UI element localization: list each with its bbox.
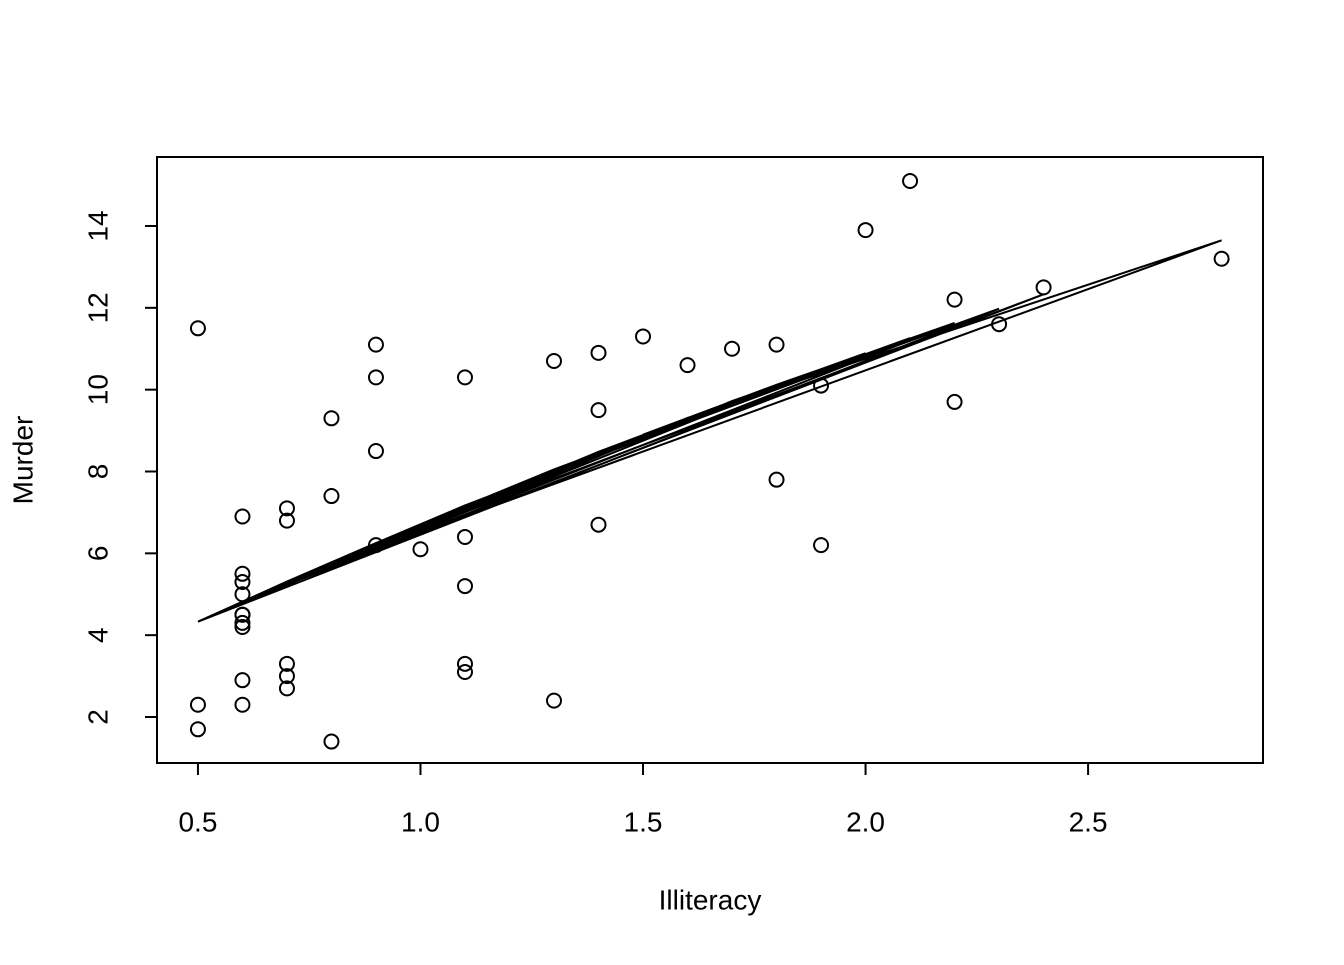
point bbox=[635, 328, 652, 345]
x-axis-label: Illiteracy bbox=[659, 884, 762, 915]
point bbox=[278, 500, 295, 517]
point bbox=[456, 663, 473, 680]
y-tick-label: 10 bbox=[82, 374, 113, 405]
point bbox=[234, 618, 251, 635]
point bbox=[768, 336, 785, 353]
point bbox=[323, 488, 340, 505]
y-tick-label: 14 bbox=[82, 210, 113, 241]
point bbox=[234, 672, 251, 689]
point bbox=[234, 508, 251, 525]
point bbox=[367, 369, 384, 386]
point bbox=[546, 353, 563, 370]
point bbox=[412, 541, 429, 558]
y-axis-label: Murder bbox=[7, 416, 38, 505]
point bbox=[323, 733, 340, 750]
point bbox=[278, 512, 295, 529]
x-tick-label: 2.5 bbox=[1069, 806, 1108, 837]
point bbox=[456, 578, 473, 595]
point bbox=[367, 537, 384, 554]
point bbox=[546, 692, 563, 709]
y-tick-label: 4 bbox=[82, 627, 113, 643]
point bbox=[679, 357, 696, 374]
x-tick-label: 0.5 bbox=[178, 806, 217, 837]
point bbox=[234, 696, 251, 713]
point bbox=[590, 402, 607, 419]
point bbox=[278, 655, 295, 672]
point bbox=[1035, 279, 1052, 296]
point bbox=[234, 573, 251, 590]
point bbox=[857, 222, 874, 239]
point bbox=[456, 655, 473, 672]
y-tick-label: 12 bbox=[82, 292, 113, 323]
point bbox=[234, 565, 251, 582]
point bbox=[189, 320, 206, 337]
point bbox=[456, 528, 473, 545]
point bbox=[367, 443, 384, 460]
point bbox=[456, 369, 473, 386]
point bbox=[189, 696, 206, 713]
point bbox=[234, 586, 251, 603]
point bbox=[590, 344, 607, 361]
point bbox=[189, 721, 206, 738]
point bbox=[278, 680, 295, 697]
y-tick-label: 2 bbox=[82, 709, 113, 725]
x-tick-label: 1.0 bbox=[401, 806, 440, 837]
point bbox=[278, 668, 295, 685]
y-tick-label: 6 bbox=[82, 546, 113, 562]
point bbox=[902, 172, 919, 189]
point bbox=[946, 291, 963, 308]
point bbox=[991, 316, 1008, 333]
point bbox=[367, 336, 384, 353]
y-tick-label: 8 bbox=[82, 464, 113, 480]
point bbox=[946, 393, 963, 410]
point bbox=[234, 614, 251, 631]
plot-box bbox=[156, 156, 1264, 764]
point bbox=[234, 606, 251, 623]
point bbox=[323, 410, 340, 427]
point bbox=[724, 340, 741, 357]
point bbox=[590, 516, 607, 533]
point bbox=[813, 537, 830, 554]
point bbox=[768, 471, 785, 488]
x-tick-label: 1.5 bbox=[624, 806, 663, 837]
point bbox=[813, 377, 830, 394]
x-tick-label: 2.0 bbox=[846, 806, 885, 837]
fit-line bbox=[197, 239, 1222, 623]
point bbox=[1213, 250, 1230, 267]
